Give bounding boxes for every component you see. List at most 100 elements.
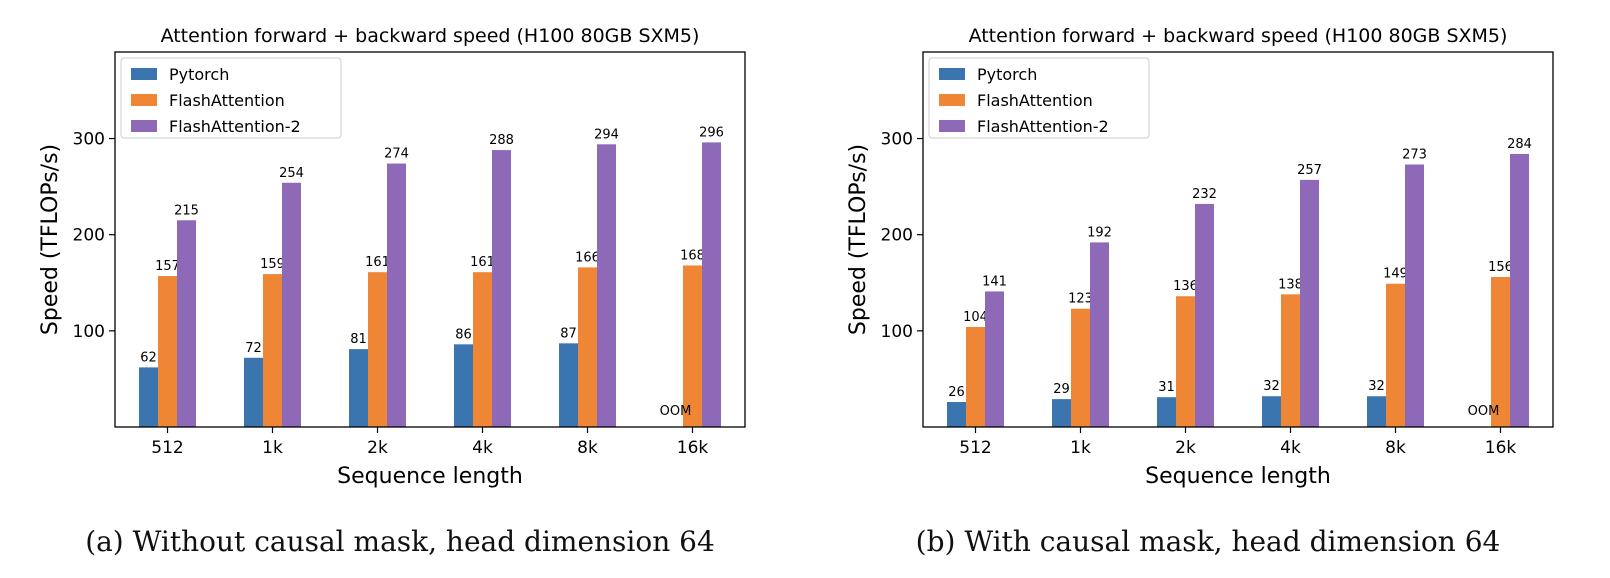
bar-pytorch-1k xyxy=(1052,399,1071,427)
bar-flashattention-4k xyxy=(473,272,492,427)
data-label: 87 xyxy=(560,326,577,341)
legend-box xyxy=(120,57,342,139)
bar-pytorch-2k xyxy=(1157,397,1176,427)
bar-pytorch-8k xyxy=(1367,396,1386,427)
data-label: 215 xyxy=(174,203,199,218)
bar-flashattention-2-2k xyxy=(1195,203,1214,427)
legend-swatch-pytorch xyxy=(131,68,157,80)
legend-swatch-flashattention xyxy=(131,94,157,106)
bar-flashattention-8k xyxy=(578,267,597,427)
bar-pytorch-4k xyxy=(1262,396,1281,427)
bar-pytorch-8k xyxy=(559,343,578,427)
x-tick-label-512: 512 xyxy=(151,438,183,458)
caption-a: (a) Without causal mask, head dimension … xyxy=(85,525,715,558)
data-label: 168 xyxy=(680,248,705,263)
data-label: 141 xyxy=(982,274,1007,289)
legend-label: Pytorch xyxy=(169,65,229,84)
bar-flashattention-2-4k xyxy=(492,150,511,428)
data-label: 192 xyxy=(1087,225,1112,240)
bar-flashattention-2-16k xyxy=(702,142,721,427)
data-label: 159 xyxy=(260,257,285,272)
data-label: 157 xyxy=(155,259,180,274)
bar-flashattention-2k xyxy=(1176,296,1195,427)
bar-flashattention-2-512 xyxy=(985,291,1004,427)
x-tick-label-8k: 8k xyxy=(577,438,598,458)
data-label: 274 xyxy=(384,147,409,162)
y-tick-label: 300 xyxy=(881,130,913,150)
data-label: 156 xyxy=(1488,260,1513,275)
legend-label: FlashAttention xyxy=(169,91,285,110)
bar-flashattention-2-2k xyxy=(387,163,406,428)
bar-flashattention-1k xyxy=(263,274,282,427)
y-tick-label: 300 xyxy=(73,130,105,150)
data-label: 26 xyxy=(948,385,965,400)
legend-swatch-flashattention-2 xyxy=(131,120,157,132)
bar-flashattention-1k xyxy=(1071,308,1090,427)
data-label: 254 xyxy=(279,166,304,181)
x-tick-label-4k: 4k xyxy=(1280,438,1301,458)
chart-b-svg: Attention forward + backward speed (H100… xyxy=(846,25,1554,489)
bar-flashattention-2-8k xyxy=(1405,164,1424,427)
x-tick-label-1k: 1k xyxy=(262,438,283,458)
data-label: 296 xyxy=(699,125,724,140)
x-tick-label-16k: 16k xyxy=(677,438,709,458)
data-label: 72 xyxy=(245,341,262,356)
data-label: 273 xyxy=(1402,148,1427,163)
bar-flashattention-16k xyxy=(1491,277,1510,427)
bar-pytorch-2k xyxy=(349,349,368,427)
bar-flashattention-2-4k xyxy=(1300,179,1319,427)
data-label: 284 xyxy=(1507,137,1532,152)
legend-box xyxy=(928,57,1150,139)
data-label: 104 xyxy=(963,310,988,325)
x-tick-label-8k: 8k xyxy=(1385,438,1406,458)
data-label: 138 xyxy=(1278,277,1303,292)
x-axis-label: Sequence length xyxy=(337,464,523,489)
legend-swatch-flashattention xyxy=(939,94,965,106)
legend-label: FlashAttention xyxy=(977,91,1093,110)
plot-frame xyxy=(114,51,746,428)
oom-annotation: OOM xyxy=(660,404,692,419)
legend-label: Pytorch xyxy=(977,65,1037,84)
data-label: 166 xyxy=(575,250,600,265)
bar-flashattention-8k xyxy=(1386,283,1405,427)
data-label: 32 xyxy=(1368,379,1385,394)
legend-label: FlashAttention-2 xyxy=(977,117,1109,136)
data-label: 161 xyxy=(365,255,390,270)
bar-flashattention-2-1k xyxy=(282,182,301,427)
data-label: 136 xyxy=(1173,279,1198,294)
bar-flashattention-2-16k xyxy=(1510,153,1529,427)
chart-panel-a: Attention forward + backward speed (H100… xyxy=(0,0,800,578)
data-label: 29 xyxy=(1053,382,1070,397)
oom-annotation: OOM xyxy=(1468,404,1500,419)
bar-pytorch-512 xyxy=(139,367,158,427)
data-label: 62 xyxy=(140,350,157,365)
bar-pytorch-4k xyxy=(454,344,473,427)
chart-a-svg: Attention forward + backward speed (H100… xyxy=(38,25,746,489)
x-tick-label-512: 512 xyxy=(959,438,991,458)
data-label: 123 xyxy=(1068,292,1093,307)
bar-pytorch-1k xyxy=(244,357,263,427)
bar-flashattention-16k xyxy=(683,265,702,427)
chart-panel-b: Attention forward + backward speed (H100… xyxy=(808,0,1608,578)
data-label: 81 xyxy=(350,332,367,347)
y-tick-label: 100 xyxy=(881,322,913,342)
data-label: 32 xyxy=(1263,379,1280,394)
bar-flashattention-2-512 xyxy=(177,220,196,427)
chart-title: Attention forward + backward speed (H100… xyxy=(969,25,1508,47)
data-label: 257 xyxy=(1297,163,1322,178)
caption-b: (b) With causal mask, head dimension 64 xyxy=(915,525,1501,558)
data-label: 149 xyxy=(1383,267,1408,282)
bar-flashattention-2-8k xyxy=(597,144,616,428)
y-tick-label: 100 xyxy=(73,322,105,342)
data-label: 232 xyxy=(1192,187,1217,202)
data-label: 31 xyxy=(1158,380,1175,395)
x-tick-label-4k: 4k xyxy=(472,438,493,458)
x-tick-label-1k: 1k xyxy=(1070,438,1091,458)
y-axis-label: Speed (TFLOPs/s) xyxy=(38,144,63,335)
x-axis-label: Sequence length xyxy=(1145,464,1331,489)
y-tick-label: 200 xyxy=(881,226,913,246)
bar-flashattention-2k xyxy=(368,272,387,427)
y-tick-label: 200 xyxy=(73,226,105,246)
data-label: 288 xyxy=(489,133,514,148)
x-tick-label-16k: 16k xyxy=(1485,438,1517,458)
